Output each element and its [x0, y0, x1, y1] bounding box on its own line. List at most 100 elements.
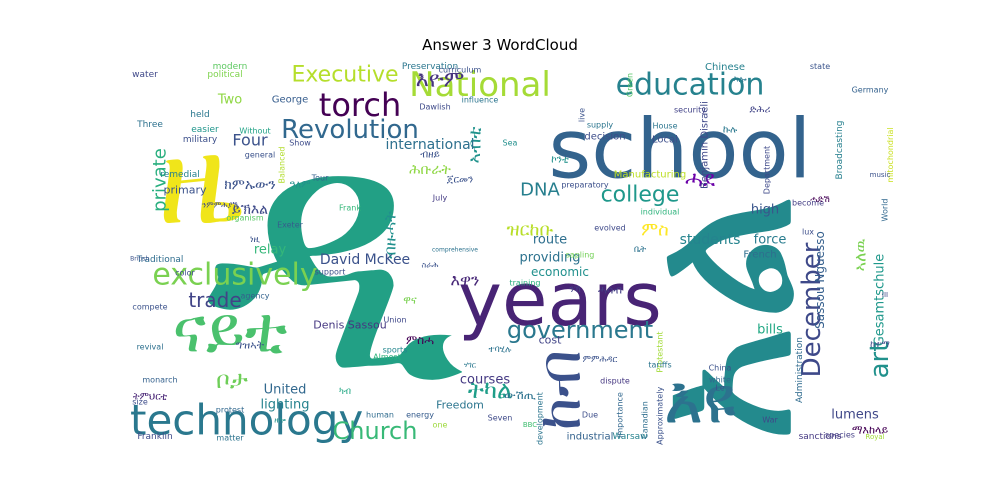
word-142: ብዙሓት [381, 211, 400, 259]
word-0: ዲ [205, 62, 467, 445]
word-131: evolved [594, 224, 626, 233]
word-65: Franklin [137, 432, 172, 442]
word-97: human [366, 411, 394, 420]
word-2: አል [599, 191, 841, 445]
word-101: BBC [523, 421, 537, 429]
word-6: እዩ [664, 362, 736, 439]
word-11: education [616, 68, 765, 103]
word-17: art [865, 342, 895, 379]
word-130: organism [226, 214, 263, 223]
word-40: lumens [831, 408, 879, 423]
word-129: Balanced [278, 147, 287, 184]
word-21: እዮም [416, 68, 465, 93]
word-105: Canadian [641, 401, 650, 439]
word-70: water [132, 70, 158, 80]
word-106: Approximately [656, 387, 665, 445]
word-113: species [825, 431, 855, 440]
word-68: modern [213, 62, 248, 72]
word-64: Warsaw [612, 432, 647, 442]
word-170: ሃገር [464, 361, 477, 370]
word-61: Broadcasting [835, 120, 845, 179]
word-55: Manufacturing [614, 170, 686, 181]
word-15: Church [333, 417, 418, 445]
word-147: ውሽጢ [504, 388, 537, 402]
word-12: exclusively [152, 258, 317, 293]
word-118: House [652, 122, 677, 131]
word-53: cost [539, 334, 563, 347]
word-90: Exeter [277, 221, 304, 230]
word-75: remedial [160, 170, 200, 180]
word-1: school [549, 103, 812, 198]
word-19: ቦታ [216, 366, 248, 394]
word-126: curriculum [439, 66, 482, 75]
word-151: ግዝኣት [236, 339, 265, 352]
word-47: bills [757, 323, 783, 338]
word-87: Tour [311, 174, 329, 183]
word-59: Chinese [705, 62, 745, 73]
word-139: comprehensive [432, 247, 478, 254]
word-48: Sassou Nguesso [813, 231, 827, 329]
word-67: Preservation [402, 62, 458, 72]
word-149: ማእከላይ [852, 424, 889, 437]
word-37: United [264, 383, 307, 398]
word-79: color [175, 269, 195, 278]
word-7: ከብ [525, 350, 595, 431]
word-169: ስራሕ [422, 261, 439, 270]
word-62: Administration [795, 337, 805, 403]
word-44: high [751, 203, 779, 218]
word-46: force [754, 233, 787, 248]
word-77: general [245, 151, 275, 160]
word-28: private [150, 148, 171, 212]
word-88: Frank [339, 204, 361, 213]
word-153: ጀርመን [447, 175, 474, 186]
word-13: Revolution [281, 115, 419, 145]
word-42: economic [531, 265, 589, 279]
word-125: influence [462, 96, 499, 105]
word-148: ሓሳብ [598, 284, 622, 297]
word-98: energy [406, 411, 434, 420]
word-108: Protestant [656, 331, 665, 372]
word-136: World [881, 199, 890, 222]
word-96: Almost [373, 353, 401, 362]
word-168: ዘሎ [274, 416, 286, 425]
chart-title: Answer 3 WordCloud [422, 36, 578, 54]
word-73: military [183, 135, 218, 145]
word-95: sports [383, 346, 408, 355]
word-92: training [510, 279, 541, 288]
word-85: protest [216, 406, 244, 415]
word-83: monarch [142, 376, 177, 385]
word-80: agency [240, 292, 269, 301]
word-171: ንምምሕያሽ [202, 201, 238, 210]
word-115: state [810, 62, 830, 71]
word-154: ኩሉ [723, 125, 738, 136]
word-100: Seven [488, 414, 513, 423]
word-69: political [207, 70, 242, 80]
word-23: ሓደ [685, 168, 715, 193]
word-156: ዓለም [289, 180, 310, 191]
word-41: providing [520, 251, 581, 266]
word-51: Two [217, 93, 242, 108]
word-72: easier [191, 125, 219, 135]
word-157: ብዘይ [420, 150, 440, 161]
word-128: Show [289, 139, 311, 148]
word-124: Green [626, 73, 635, 97]
word-31: ኣለዉ [851, 239, 870, 272]
word-109: tariffs [648, 361, 671, 370]
word-134: become [792, 199, 824, 208]
word-163: ካብ [339, 387, 351, 397]
word-30: ኣብቲ [465, 127, 486, 164]
word-144: ክምኡውን [224, 177, 276, 193]
word-66: sanctions [799, 432, 842, 442]
word-117: mitochondrial [886, 127, 895, 182]
word-35: David McKee [320, 252, 410, 268]
word-84: size [132, 398, 148, 407]
word-89: July [432, 194, 448, 203]
word-27: ዝርከቡ [507, 220, 554, 241]
word-111: white [709, 376, 731, 385]
word-26: ምስ [641, 220, 668, 241]
word-114: Royal [865, 433, 884, 441]
word-60: George [272, 95, 308, 106]
word-120: security [674, 106, 706, 115]
word-127: Dawlish [419, 103, 450, 112]
word-39: Gesamtschule [873, 254, 888, 347]
